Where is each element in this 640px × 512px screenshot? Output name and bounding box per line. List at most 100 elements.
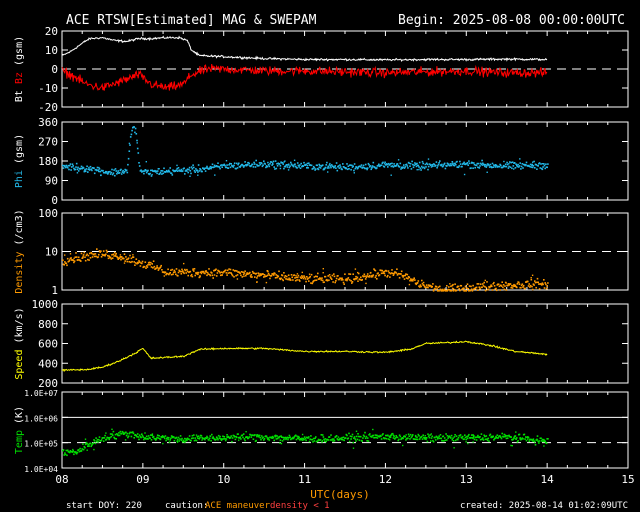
data-point [98, 250, 101, 252]
data-point [208, 167, 211, 169]
data-point [287, 438, 289, 441]
data-point [114, 255, 117, 257]
data-point [434, 287, 436, 290]
data-point [463, 173, 466, 176]
data-point [252, 166, 255, 168]
data-point [510, 286, 512, 289]
data-point [100, 439, 103, 441]
data-point [270, 436, 273, 438]
data-point [337, 275, 339, 277]
data-point [398, 166, 401, 168]
data-point [226, 274, 228, 276]
data-point [402, 437, 404, 440]
data-point [201, 170, 203, 173]
data-point [272, 163, 274, 165]
data-point [182, 439, 185, 442]
data-point [84, 438, 87, 440]
data-point [440, 164, 442, 167]
data-point [202, 270, 205, 273]
data-point [281, 278, 284, 281]
data-point [538, 440, 541, 442]
data-point [472, 441, 474, 443]
data-point [290, 163, 293, 165]
data-point [480, 433, 483, 435]
data-point [196, 271, 199, 274]
data-point [291, 276, 293, 279]
data-point [260, 162, 263, 165]
data-point [199, 436, 201, 439]
data-point [401, 437, 403, 440]
data-point [380, 272, 383, 275]
data-point [495, 164, 498, 167]
data-point [123, 171, 126, 173]
data-point [470, 167, 472, 169]
data-point [129, 254, 131, 257]
data-point [103, 254, 105, 256]
data-point [308, 436, 310, 438]
data-point [525, 439, 528, 442]
series-line-speed [61, 340, 548, 373]
data-point [107, 172, 110, 174]
data-point [64, 261, 66, 263]
data-point [112, 172, 115, 174]
data-point [527, 285, 530, 287]
data-point [153, 265, 156, 268]
data-point [156, 436, 158, 439]
data-point [312, 437, 315, 440]
data-point [156, 267, 159, 269]
data-point [82, 256, 84, 259]
data-point [199, 168, 202, 171]
data-point [467, 288, 469, 290]
data-point [150, 266, 153, 268]
data-point [388, 272, 390, 274]
data-point [494, 166, 497, 168]
data-point [303, 436, 306, 438]
data-point [85, 441, 88, 444]
data-point [394, 437, 397, 439]
data-point [263, 160, 265, 162]
data-point [215, 275, 218, 277]
data-point [213, 274, 216, 276]
data-point [219, 272, 221, 274]
data-point [382, 271, 385, 273]
data-point [372, 428, 374, 431]
data-point [216, 165, 219, 168]
data-point [194, 437, 196, 439]
data-point [217, 438, 219, 441]
data-point [404, 166, 406, 168]
data-point [531, 164, 533, 166]
data-point [499, 435, 501, 437]
data-point [267, 164, 270, 166]
data-point [333, 275, 336, 278]
data-point [275, 167, 278, 170]
data-point [126, 260, 129, 263]
data-point [256, 435, 258, 438]
data-point [156, 172, 158, 175]
data-point [200, 435, 203, 437]
data-point [170, 269, 172, 271]
data-point [70, 169, 72, 171]
data-point [503, 433, 506, 436]
data-point [525, 436, 527, 438]
data-point [476, 162, 479, 165]
data-point [274, 168, 276, 170]
data-point [391, 272, 394, 275]
data-point [367, 440, 370, 442]
data-point [396, 268, 398, 270]
data-point [409, 433, 412, 436]
data-point [511, 284, 513, 287]
data-point [228, 164, 230, 166]
data-point [509, 161, 511, 163]
data-point [414, 162, 416, 164]
data-point [299, 276, 302, 278]
data-point [81, 448, 83, 450]
data-point [144, 437, 147, 439]
data-point [197, 164, 200, 166]
data-point [357, 271, 359, 274]
data-point [470, 436, 472, 439]
data-point [288, 166, 291, 169]
data-point [294, 277, 296, 279]
data-point [436, 290, 439, 292]
data-point [308, 273, 311, 275]
data-point [405, 163, 408, 166]
